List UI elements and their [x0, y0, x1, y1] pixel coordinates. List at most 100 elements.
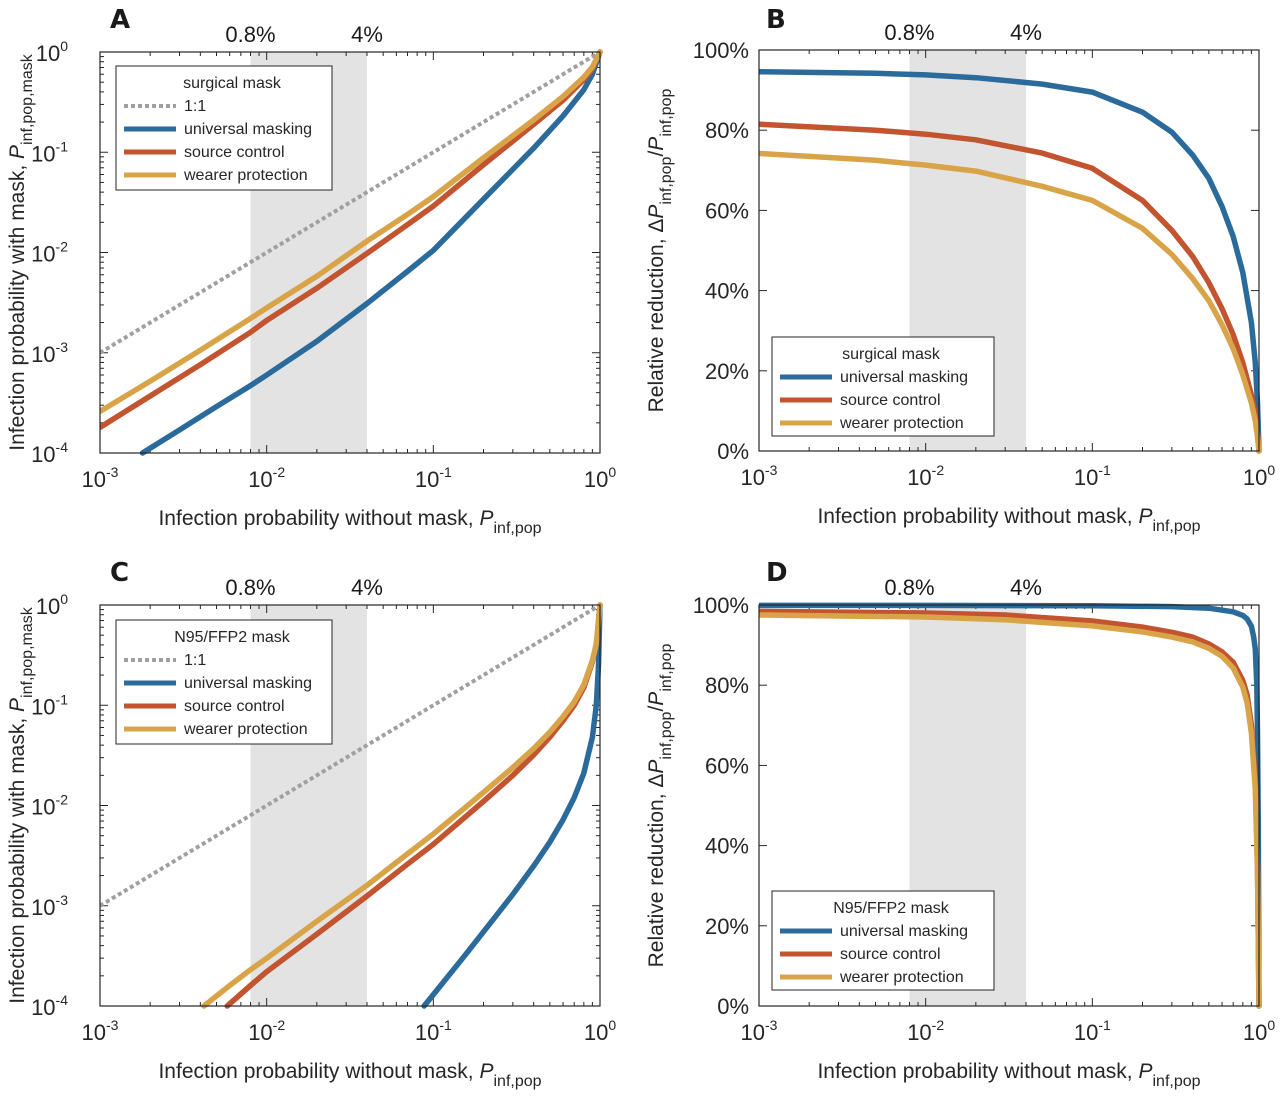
y-tick-label: 80%: [705, 673, 749, 698]
series-universal: [139, 49, 603, 456]
x-tick-label: 10-1: [415, 464, 452, 492]
axes-frame: [99, 604, 601, 1007]
band-label-low: 0.8%: [225, 22, 275, 47]
panel-a: 0.8% 4% 10-3 10-2 10-1 100 10-4 10-3 10-2 10-1 100…: [6, 5, 616, 537]
legend-entry-label: wearer protection: [183, 167, 308, 184]
legend-title: surgical mask: [842, 346, 941, 363]
x-tick-label: 10-1: [1074, 1017, 1111, 1045]
x-tick-label: 10-3: [741, 1017, 778, 1045]
series-universal: [421, 602, 603, 1009]
x-axis-label: Infection probability without mask, Pinf…: [817, 1060, 1200, 1090]
x-tick-label: 100: [584, 464, 616, 492]
legend-entry-label: source control: [840, 392, 941, 409]
legend: surgical mask universal masking source con…: [771, 336, 995, 437]
panel-letter: A: [110, 5, 130, 35]
legend: N95/FFP2 mask 1:1 universal masking source …: [115, 619, 333, 745]
series-wearer: [759, 612, 1262, 1009]
y-tick-label: 100: [36, 38, 68, 66]
legend-entry-label: 1:1: [184, 98, 206, 115]
band-label-high: 4%: [1010, 20, 1042, 45]
x-tick-label: 10-3: [82, 464, 119, 492]
legend-title: N95/FFP2 mask: [833, 900, 950, 917]
panel-letter: C: [110, 558, 129, 588]
x-axis-label: Infection probability without mask, Pinf…: [158, 507, 541, 537]
axes-frame: [99, 51, 601, 454]
series-group: [759, 602, 1262, 1009]
y-axis-label: Infection probability with mask, Pinf,po…: [6, 53, 36, 451]
y-axis-label: Infection probability with mask, Pinf,po…: [6, 606, 36, 1004]
y-tick-label: 0%: [717, 439, 749, 464]
y-tick-label: 10-1: [31, 138, 68, 166]
band-label-high: 4%: [351, 22, 383, 47]
y-tick-label: 10-3: [31, 892, 68, 920]
band-label-high: 4%: [351, 575, 383, 600]
panel-b: 0.8% 4% 10-3 10-2 10-1 100 0% 20% 40% 60% 80% 100% B…: [645, 5, 1275, 535]
legend-entry-label: universal masking: [840, 369, 968, 386]
y-tick-label: 0%: [717, 994, 749, 1019]
y-tick-label: 100: [36, 591, 68, 619]
y-axis-label: Relative reduction, ΔPinf,pop/Pinf,pop: [645, 644, 675, 968]
y-tick-label: 10-4: [31, 439, 68, 467]
series-one-to-one: [100, 50, 602, 355]
y-tick-label: 80%: [705, 118, 749, 143]
legend-title: N95/FFP2 mask: [174, 629, 291, 646]
y-tick-label: 20%: [705, 914, 749, 939]
series-wearer: [759, 150, 1262, 454]
series-group: [100, 602, 603, 1009]
series-universal: [759, 602, 1262, 1009]
x-tick-label: 100: [1243, 1017, 1275, 1045]
y-tick-label: 60%: [705, 753, 749, 778]
legend-box: [771, 890, 995, 991]
panel-d: 0.8% 4% 10-3 10-2 10-1 100 0% 20% 40% 60% 80% 100% D…: [645, 558, 1275, 1090]
panel-letter: B: [766, 5, 786, 35]
legend-entry-label: source control: [184, 698, 285, 715]
y-tick-label: 40%: [705, 279, 749, 304]
x-tick-label: 100: [1243, 462, 1275, 490]
y-tick-label: 60%: [705, 198, 749, 223]
y-tick-label: 100%: [693, 593, 749, 618]
x-tick-label: 10-3: [741, 462, 778, 490]
legend-title: surgical mask: [183, 75, 282, 92]
y-tick-label: 10-1: [31, 691, 68, 719]
legend-entry-label: wearer protection: [839, 415, 964, 432]
x-tick-label: 10-1: [415, 1017, 452, 1045]
y-tick-label: 100%: [693, 38, 749, 63]
y-tick-label: 10-4: [31, 992, 68, 1020]
legend-entry-label: wearer protection: [839, 969, 964, 986]
x-tick-label: 10-2: [907, 1017, 944, 1045]
band-label-low: 0.8%: [884, 575, 934, 600]
y-tick-label: 10-2: [31, 792, 68, 820]
legend-entry-label: universal masking: [840, 923, 968, 940]
band-label-high: 4%: [1010, 575, 1042, 600]
x-tick-label: 100: [584, 1017, 616, 1045]
panel-c: 0.8% 4% 10-3 10-2 10-1 100 10-4 10-3 10-2 10-1 100…: [6, 558, 616, 1090]
legend-box: [771, 336, 995, 437]
band-label-low: 0.8%: [225, 575, 275, 600]
legend: surgical mask 1:1 universal masking source …: [115, 65, 333, 191]
legend-entry-label: universal masking: [184, 121, 312, 138]
x-axis-label: Infection probability without mask, Pinf…: [817, 505, 1200, 535]
legend-entry-label: wearer protection: [183, 721, 308, 738]
series-group: [759, 68, 1262, 454]
x-axis-label: Infection probability without mask, Pinf…: [158, 1060, 541, 1090]
series-universal: [759, 68, 1262, 454]
x-tick-label: 10-3: [82, 1017, 119, 1045]
legend-entry-label: source control: [840, 946, 941, 963]
panel-letter: D: [766, 558, 788, 588]
band-label-low: 0.8%: [884, 20, 934, 45]
series-one-to-one: [100, 603, 602, 908]
x-tick-label: 10-1: [1074, 462, 1111, 490]
x-tick-label: 10-2: [248, 464, 285, 492]
y-axis-label: Relative reduction, ΔPinf,pop/Pinf,pop: [645, 89, 675, 413]
legend-entry-label: 1:1: [184, 652, 206, 669]
y-tick-label: 10-3: [31, 339, 68, 367]
y-tick-label: 20%: [705, 359, 749, 384]
series-wearer: [100, 49, 603, 415]
x-tick-label: 10-2: [248, 1017, 285, 1045]
x-tick-label: 10-2: [907, 462, 944, 490]
y-tick-label: 10-2: [31, 239, 68, 267]
series-group: [100, 49, 603, 456]
legend-entry-label: source control: [184, 144, 285, 161]
y-tick-label: 40%: [705, 834, 749, 859]
